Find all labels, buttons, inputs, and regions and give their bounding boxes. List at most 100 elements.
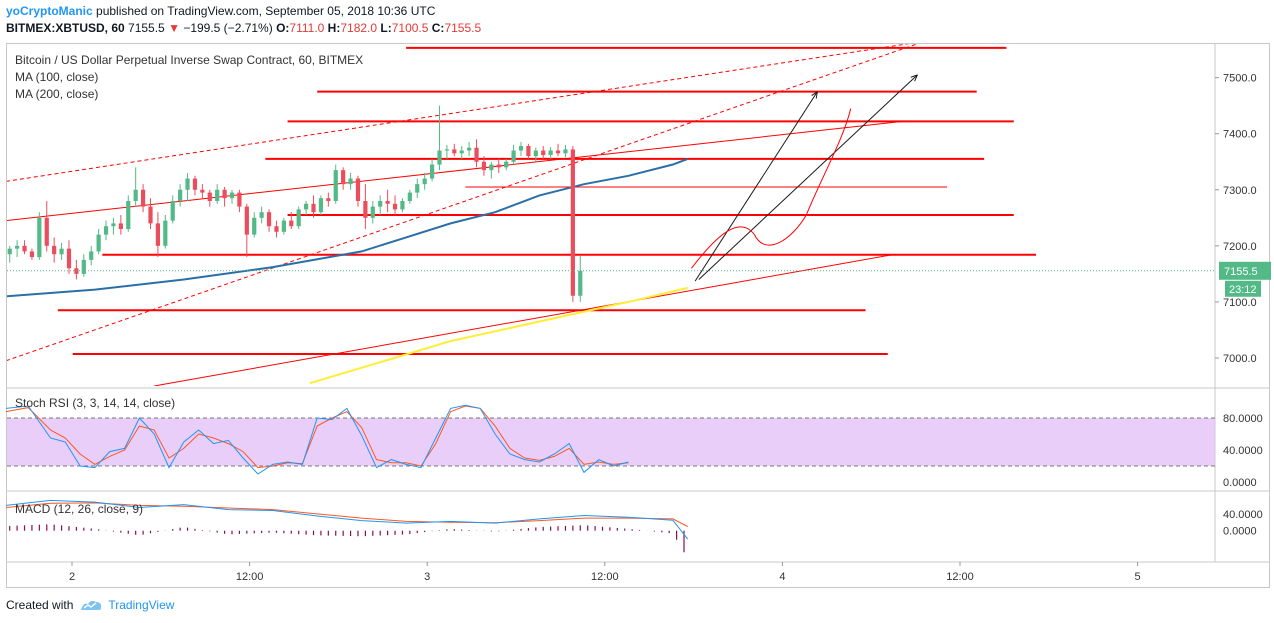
- candle-body: [400, 200, 405, 210]
- candle-body: [348, 178, 353, 185]
- trend-line-upper: [7, 120, 903, 221]
- candle-body: [533, 150, 538, 157]
- stoch-tick-label: 40.0000: [1223, 445, 1263, 457]
- candle-body: [29, 251, 35, 258]
- tradingview-logo-icon: [81, 600, 102, 610]
- macd-tick-label: 40.0000: [1223, 509, 1263, 521]
- price-badge-text: 7155.5: [1224, 266, 1258, 278]
- low-label: L:: [380, 21, 392, 35]
- candle-body: [526, 146, 531, 157]
- price-badge: [1219, 261, 1271, 280]
- ma100-legend[interactable]: MA (100, close): [15, 70, 99, 84]
- channel-lower-dashed: [7, 44, 919, 361]
- candle-body: [518, 146, 524, 151]
- chart-frame: [6, 43, 1270, 588]
- candle-body: [474, 147, 479, 162]
- candle-body: [407, 192, 412, 201]
- candle-body: [289, 220, 294, 227]
- candle-body: [148, 206, 153, 224]
- candle-body: [37, 217, 42, 258]
- candle-body: [163, 220, 168, 246]
- ma100-line: [7, 157, 689, 298]
- candle-body: [237, 192, 242, 207]
- candle-body: [311, 203, 316, 213]
- candle-body: [126, 200, 131, 230]
- candle-body: [155, 223, 161, 246]
- symbol: BITMEX:XBTUSD, 60: [6, 21, 125, 35]
- candle-body: [185, 178, 190, 190]
- candle-body: [467, 147, 472, 151]
- candle-body: [363, 200, 368, 218]
- macd-signal-line: [5, 502, 688, 527]
- ma200-legend[interactable]: MA (200, close): [15, 87, 99, 101]
- close-label: C:: [431, 21, 445, 35]
- open-label: O:: [276, 21, 290, 35]
- candle-body: [89, 251, 94, 260]
- candle-body: [333, 170, 338, 201]
- last-price: 7155.5: [128, 21, 165, 35]
- candle-body: [444, 149, 449, 151]
- time-tick-label: 12:00: [946, 571, 974, 583]
- candle-body: [304, 203, 309, 210]
- candle-body: [200, 189, 205, 193]
- created-with-text: Created with: [6, 598, 74, 612]
- time-tick-label: 4: [779, 571, 785, 583]
- price-change: −199.5 (−2.71%): [183, 21, 273, 35]
- candle-body: [170, 200, 175, 221]
- candle-body: [548, 150, 553, 156]
- candle-body: [103, 226, 109, 235]
- candle-body: [178, 189, 183, 201]
- price-tick-label: 7300.0: [1223, 185, 1257, 197]
- ma200-line: [309, 286, 688, 385]
- candle-body: [541, 150, 546, 156]
- candle-body: [341, 170, 346, 185]
- publisher-line: yoCryptoManic published on TradingView.c…: [6, 4, 435, 18]
- footer: Created with TradingView: [6, 598, 174, 612]
- projection-arrow-2-head: [910, 74, 918, 82]
- candle-body: [229, 192, 235, 199]
- candle-body: [459, 150, 464, 154]
- candle-body: [496, 164, 501, 168]
- candle-body: [578, 270, 583, 296]
- close-value: 7155.5: [444, 21, 482, 35]
- macd-legend[interactable]: MACD (12, 26, close, 9): [15, 502, 144, 516]
- stoch-k-line: [5, 404, 629, 475]
- channel-upper-dashed: [7, 44, 910, 182]
- tradingview-label[interactable]: TradingView: [108, 598, 175, 612]
- high-label: H:: [327, 21, 341, 35]
- candle-body: [318, 198, 324, 213]
- published-text: published on TradingView.com, September …: [96, 4, 436, 18]
- price-tick-label: 7100.0: [1223, 297, 1257, 309]
- candle-body: [555, 150, 561, 154]
- candle-body: [504, 161, 509, 168]
- candle-body: [296, 209, 301, 227]
- candle-body: [326, 198, 331, 201]
- projection-arrow-1-head: [811, 91, 818, 99]
- candle-body: [215, 189, 220, 201]
- candle-body: [429, 164, 435, 179]
- candle-body: [370, 206, 375, 218]
- price-tick-label: 7200.0: [1223, 241, 1257, 253]
- candle-body: [22, 245, 27, 252]
- tradingview-brand[interactable]: TradingView: [79, 598, 174, 612]
- candle-body: [511, 150, 516, 162]
- candle-body: [192, 178, 198, 190]
- stoch-tick-label: 0.0000: [1223, 477, 1257, 489]
- down-triangle-icon: ▼: [168, 21, 180, 35]
- candle-body: [355, 178, 361, 201]
- author-name[interactable]: yoCryptoManic: [6, 4, 93, 18]
- candle-body: [392, 203, 398, 210]
- candle-body: [133, 189, 138, 201]
- price-tick-label: 7000.0: [1223, 353, 1257, 365]
- open-value: 7111.0: [289, 21, 325, 35]
- candle-body: [96, 234, 101, 252]
- candle-body: [378, 200, 383, 207]
- stoch-rsi-legend[interactable]: Stoch RSI (3, 3, 14, 14, close): [15, 396, 176, 410]
- candle-body: [118, 223, 123, 230]
- candle-body: [66, 248, 72, 269]
- time-tick-label: 12:00: [591, 571, 619, 583]
- candle-body: [259, 212, 264, 218]
- candle-body: [452, 149, 457, 154]
- candle-body: [415, 184, 420, 193]
